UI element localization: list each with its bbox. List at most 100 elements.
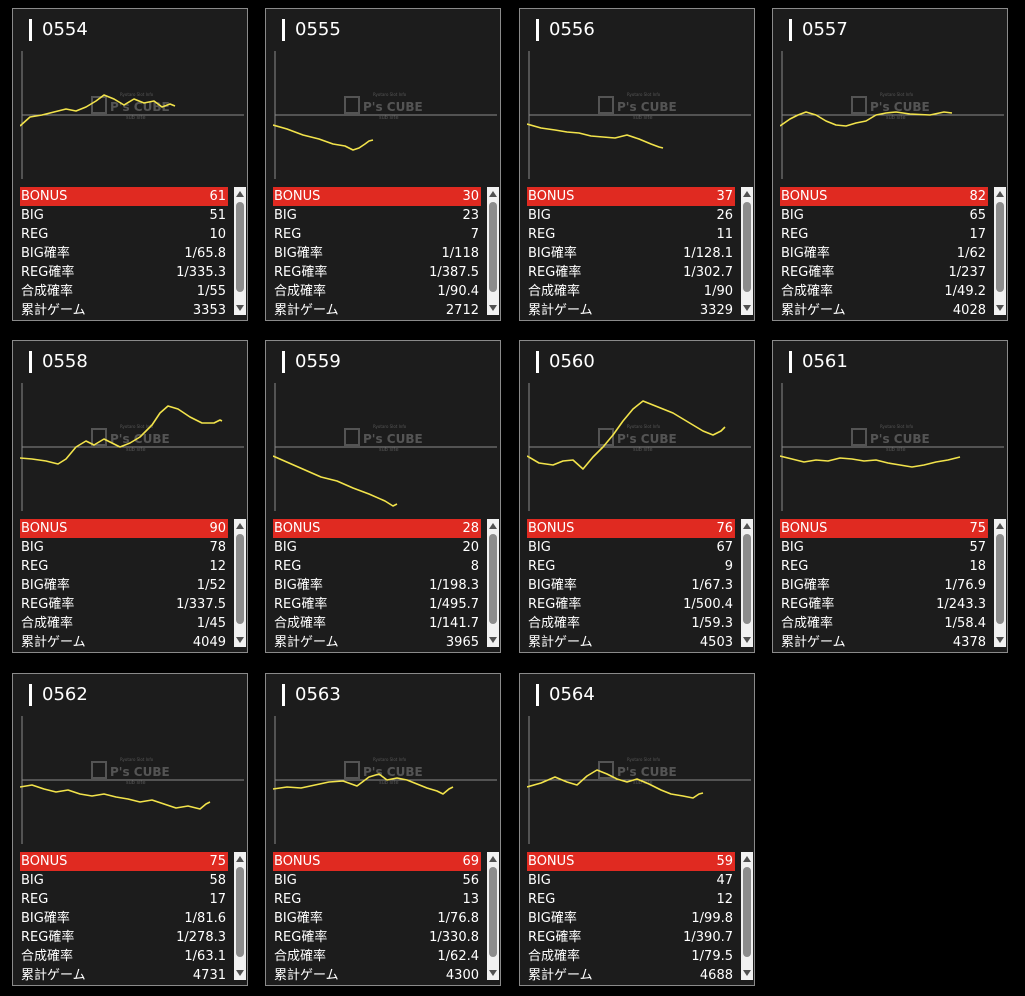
scroll-thumb[interactable] <box>489 867 497 957</box>
stat-value: 12 <box>716 892 733 907</box>
scroll-up-icon[interactable] <box>489 523 497 529</box>
stat-row-item: 合成確率 1/49.2 <box>780 282 988 301</box>
stat-label: BIG <box>274 540 297 555</box>
stats-scrollbar[interactable] <box>741 852 753 980</box>
slump-graph: P's CUBE Ryotaro Slot Info sub site <box>527 383 751 511</box>
stats-scrollbar[interactable] <box>234 187 246 315</box>
scroll-up-icon[interactable] <box>236 191 244 197</box>
scroll-up-icon[interactable] <box>996 191 1004 197</box>
scroll-down-icon[interactable] <box>489 970 497 976</box>
watermark-brand: P's CUBE <box>617 100 677 114</box>
stat-value: 75 <box>209 854 226 869</box>
stats-scrollbar[interactable] <box>487 187 499 315</box>
scroll-up-icon[interactable] <box>743 191 751 197</box>
stat-row-bonus: BONUS 76 <box>527 519 735 538</box>
stat-row-item: BIG確率 1/198.3 <box>273 576 481 595</box>
watermark-brand: P's CUBE <box>870 100 930 114</box>
stats-scrollbar[interactable] <box>994 187 1006 315</box>
watermark-sub: sub site <box>886 447 906 453</box>
scroll-down-icon[interactable] <box>236 637 244 643</box>
scroll-thumb[interactable] <box>236 867 244 957</box>
slump-line <box>780 455 961 468</box>
stats-scrollbar[interactable] <box>234 852 246 980</box>
scroll-thumb[interactable] <box>996 202 1004 292</box>
scroll-up-icon[interactable] <box>236 856 244 862</box>
watermark-logo: P's CUBE Ryotaro Slot Info sub site <box>344 424 423 453</box>
stats-scrollbar[interactable] <box>741 519 753 647</box>
stat-label: BIG確率 <box>781 578 830 593</box>
stat-label: 累計ゲーム <box>21 968 86 983</box>
stat-value: 1/237 <box>948 265 986 280</box>
watermark-logo: P's CUBE Ryotaro Slot Info sub site <box>598 424 677 453</box>
scroll-thumb[interactable] <box>489 534 497 624</box>
scroll-down-icon[interactable] <box>489 637 497 643</box>
stat-label: REG確率 <box>781 597 835 612</box>
watermark-sub: sub site <box>379 447 399 453</box>
stat-row-item: BIG確率 1/81.6 <box>20 909 228 928</box>
stat-row-item: BIG確率 1/65.8 <box>20 244 228 263</box>
scroll-up-icon[interactable] <box>743 523 751 529</box>
stat-label: BONUS <box>274 521 321 536</box>
cube-icon <box>598 96 614 114</box>
scroll-down-icon[interactable] <box>743 305 751 311</box>
scroll-down-icon[interactable] <box>489 305 497 311</box>
scroll-down-icon[interactable] <box>236 305 244 311</box>
scroll-up-icon[interactable] <box>489 856 497 862</box>
scroll-down-icon[interactable] <box>996 305 1004 311</box>
stat-label: BONUS <box>21 854 68 869</box>
stat-value: 75 <box>969 521 986 536</box>
cube-icon <box>91 428 107 446</box>
stats-scrollbar[interactable] <box>487 852 499 980</box>
stats-scrollbar[interactable] <box>487 519 499 647</box>
stat-value: 1/52 <box>196 578 226 593</box>
stats-table: BONUS 82 BIG 65 REG 17 BIG確率 1/62 REG確率 1/237 合成確率… <box>780 187 988 320</box>
stats-scrollbar[interactable] <box>994 519 1006 647</box>
stats-scrollbar[interactable] <box>741 187 753 315</box>
stat-label: BONUS <box>781 189 828 204</box>
stat-value: 17 <box>969 227 986 242</box>
scroll-thumb[interactable] <box>743 534 751 624</box>
stat-label: BIG確率 <box>274 911 323 926</box>
stat-label: BIG確率 <box>528 911 577 926</box>
stat-label: 合成確率 <box>528 949 581 964</box>
stat-row-item: 合成確率 1/62.4 <box>273 947 481 966</box>
scroll-down-icon[interactable] <box>996 637 1004 643</box>
scroll-down-icon[interactable] <box>236 970 244 976</box>
stat-row-item: BIG 51 <box>20 206 228 225</box>
stat-row-item: REG 10 <box>20 225 228 244</box>
cube-icon <box>91 761 107 779</box>
stat-value: 76 <box>716 521 733 536</box>
stat-value: 1/198.3 <box>429 578 479 593</box>
stat-label: BONUS <box>21 189 68 204</box>
scroll-thumb[interactable] <box>743 867 751 957</box>
stat-row-bonus: BONUS 75 <box>20 852 228 871</box>
scroll-thumb[interactable] <box>743 202 751 292</box>
stats-scrollbar[interactable] <box>234 519 246 647</box>
scroll-thumb[interactable] <box>236 202 244 292</box>
stat-value: 1/387.5 <box>429 265 479 280</box>
machine-card-0556: 0556 P's CUBE Ryotaro Slot Info sub site… <box>519 8 755 321</box>
scroll-thumb[interactable] <box>996 534 1004 624</box>
scroll-up-icon[interactable] <box>236 523 244 529</box>
stat-value: 78 <box>209 540 226 555</box>
scroll-up-icon[interactable] <box>489 191 497 197</box>
scroll-thumb[interactable] <box>489 202 497 292</box>
scroll-thumb[interactable] <box>236 534 244 624</box>
stat-row-bonus: BONUS 28 <box>273 519 481 538</box>
watermark-brand: P's CUBE <box>870 432 930 446</box>
scroll-down-icon[interactable] <box>743 970 751 976</box>
stat-label: 合成確率 <box>528 616 581 631</box>
watermark-tagline: Ryotaro Slot Info <box>373 424 407 429</box>
scroll-up-icon[interactable] <box>743 856 751 862</box>
stat-label: REG <box>528 227 556 242</box>
stats-table: BONUS 61 BIG 51 REG 10 BIG確率 1/65.8 REG確率 1/335.3… <box>20 187 228 320</box>
stat-label: 累計ゲーム <box>528 303 593 318</box>
scroll-down-icon[interactable] <box>743 637 751 643</box>
watermark-logo: P's CUBE Ryotaro Slot Info sub site <box>91 757 170 786</box>
stat-row-item: 累計ゲーム 2712 <box>273 301 481 320</box>
stat-label: REG確率 <box>274 930 328 945</box>
stats-table: BONUS 37 BIG 26 REG 11 BIG確率 1/128.1 REG確率 1/302.… <box>527 187 735 320</box>
scroll-up-icon[interactable] <box>996 523 1004 529</box>
stat-row-item: REG 18 <box>780 557 988 576</box>
stat-label: BIG確率 <box>274 578 323 593</box>
